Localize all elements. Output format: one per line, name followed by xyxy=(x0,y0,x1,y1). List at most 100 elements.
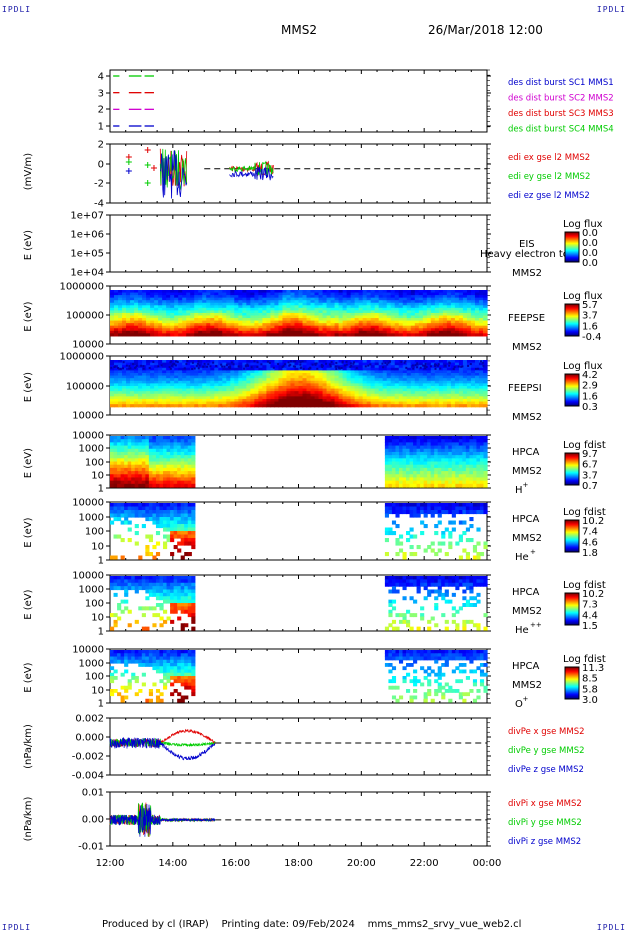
spectrogram-cell xyxy=(442,375,448,379)
spectrogram-cell xyxy=(434,325,440,329)
spectrogram-cell xyxy=(370,388,376,392)
spectrogram-cell xyxy=(166,290,171,294)
spectrogram-cell xyxy=(145,442,150,447)
spectrogram-cell xyxy=(210,375,215,379)
spectrogram-cell xyxy=(190,323,195,327)
spectrogram-cell xyxy=(146,393,151,397)
spectrogram-cell xyxy=(130,380,135,384)
spectrogram-cell xyxy=(270,330,276,334)
spectrogram-cell xyxy=(262,375,268,379)
spectrogram-cell xyxy=(190,330,195,334)
spectrogram-cell xyxy=(470,378,476,382)
spectrogram-cell xyxy=(110,372,115,377)
spectrogram-cell xyxy=(318,305,324,309)
spectrogram-cell xyxy=(148,451,154,456)
spectrogram-cell xyxy=(326,305,332,309)
spectrogram-cell xyxy=(122,396,127,400)
spectrogram-cell xyxy=(294,292,300,296)
spectrogram-cell xyxy=(370,401,376,405)
spectrogram-cell xyxy=(398,393,404,397)
spectrogram-cell xyxy=(402,300,408,304)
spectrogram-cell xyxy=(158,385,163,390)
spectrogram-cell xyxy=(454,383,460,387)
spectrogram-cell xyxy=(120,439,125,443)
spectrogram-cell xyxy=(206,398,211,403)
spectrogram-cell xyxy=(346,315,352,319)
spectrogram-cell xyxy=(438,378,444,382)
spectrogram-cell xyxy=(314,372,320,377)
spectrogram-cell xyxy=(410,401,416,405)
spectrogram-cell xyxy=(442,307,448,311)
spectrogram-cell xyxy=(178,393,183,397)
spectrogram-cell xyxy=(158,290,163,294)
spectrogram-cell xyxy=(118,362,123,366)
sparse-pixel xyxy=(292,365,295,368)
spectrogram-cell xyxy=(366,367,372,371)
spectrogram-cell xyxy=(131,445,136,450)
spectrogram-cell xyxy=(330,393,336,397)
spectrogram-cell xyxy=(410,330,416,334)
spectrogram-cell xyxy=(394,320,400,324)
spectrogram-cell xyxy=(422,375,428,379)
spectrogram-cell xyxy=(446,385,452,390)
spectrogram-cell xyxy=(150,292,155,296)
spectrogram-cell xyxy=(118,388,123,392)
spectrogram-cell xyxy=(322,380,328,384)
spectrogram-cell xyxy=(454,312,460,317)
spectrogram-cell xyxy=(338,370,344,374)
sparse-pixel xyxy=(223,365,226,368)
spectrogram-cell xyxy=(430,295,436,299)
spectrogram-cell xyxy=(318,388,324,392)
spectrogram-cell xyxy=(166,375,171,379)
spectrogram-cell xyxy=(410,312,416,317)
spectrogram-cell xyxy=(150,388,155,392)
spectrogram-cell xyxy=(362,383,368,387)
spectrogram-cell xyxy=(242,328,247,332)
spectrogram-cell xyxy=(294,302,300,306)
spectrogram-cell xyxy=(354,318,360,322)
spectrogram-cell xyxy=(310,372,316,377)
spectrogram-cell xyxy=(134,480,139,485)
spectrogram-cell xyxy=(442,385,448,390)
spectrogram-cell xyxy=(138,483,143,488)
spectrogram-cell xyxy=(226,310,231,314)
spectrogram-cell xyxy=(258,312,264,317)
spectrogram-cell xyxy=(127,477,132,482)
spectrogram-cell xyxy=(434,362,440,366)
spectrogram-cell xyxy=(184,451,189,456)
spectrogram-cell xyxy=(366,297,372,301)
spectrogram-cell xyxy=(141,471,146,475)
spectrogram-cell xyxy=(414,398,420,403)
spectrogram-cell xyxy=(402,312,408,317)
spectrogram-cell xyxy=(402,333,408,337)
spectrogram-cell xyxy=(246,325,251,329)
spectrogram-cell xyxy=(113,480,118,485)
spectrogram-cell xyxy=(314,325,320,329)
spectrogram-cell xyxy=(398,375,404,379)
spectrogram-cell xyxy=(290,391,296,395)
spectrogram-cell xyxy=(306,295,312,299)
sparse-pixel xyxy=(411,364,414,367)
spectrogram-cell xyxy=(398,365,404,369)
spectrogram-cell xyxy=(110,333,115,337)
spectrogram-cell xyxy=(330,388,336,392)
spectrogram-cell xyxy=(226,367,231,371)
spectrogram-cell xyxy=(370,290,376,294)
spectrogram-cell xyxy=(266,378,272,382)
spectrogram-cell xyxy=(326,312,332,317)
spectrogram-cell xyxy=(138,467,143,472)
spectrogram-cell xyxy=(478,325,484,329)
spectrogram-cell xyxy=(282,398,288,403)
spectrogram-cell xyxy=(210,295,215,299)
spectrogram-cell xyxy=(454,398,460,403)
spectrogram-cell xyxy=(462,320,468,324)
spectrogram-cell xyxy=(278,362,284,366)
spectrogram-cell xyxy=(290,398,296,403)
spectrogram-cell xyxy=(462,312,468,317)
spectrogram-cell xyxy=(262,362,268,366)
spectrogram-cell xyxy=(386,380,392,384)
spectrogram-cell xyxy=(250,325,255,329)
spectrogram-cell xyxy=(190,292,195,296)
spectrogram-cell xyxy=(238,292,243,296)
spectrogram-cell xyxy=(162,323,167,327)
